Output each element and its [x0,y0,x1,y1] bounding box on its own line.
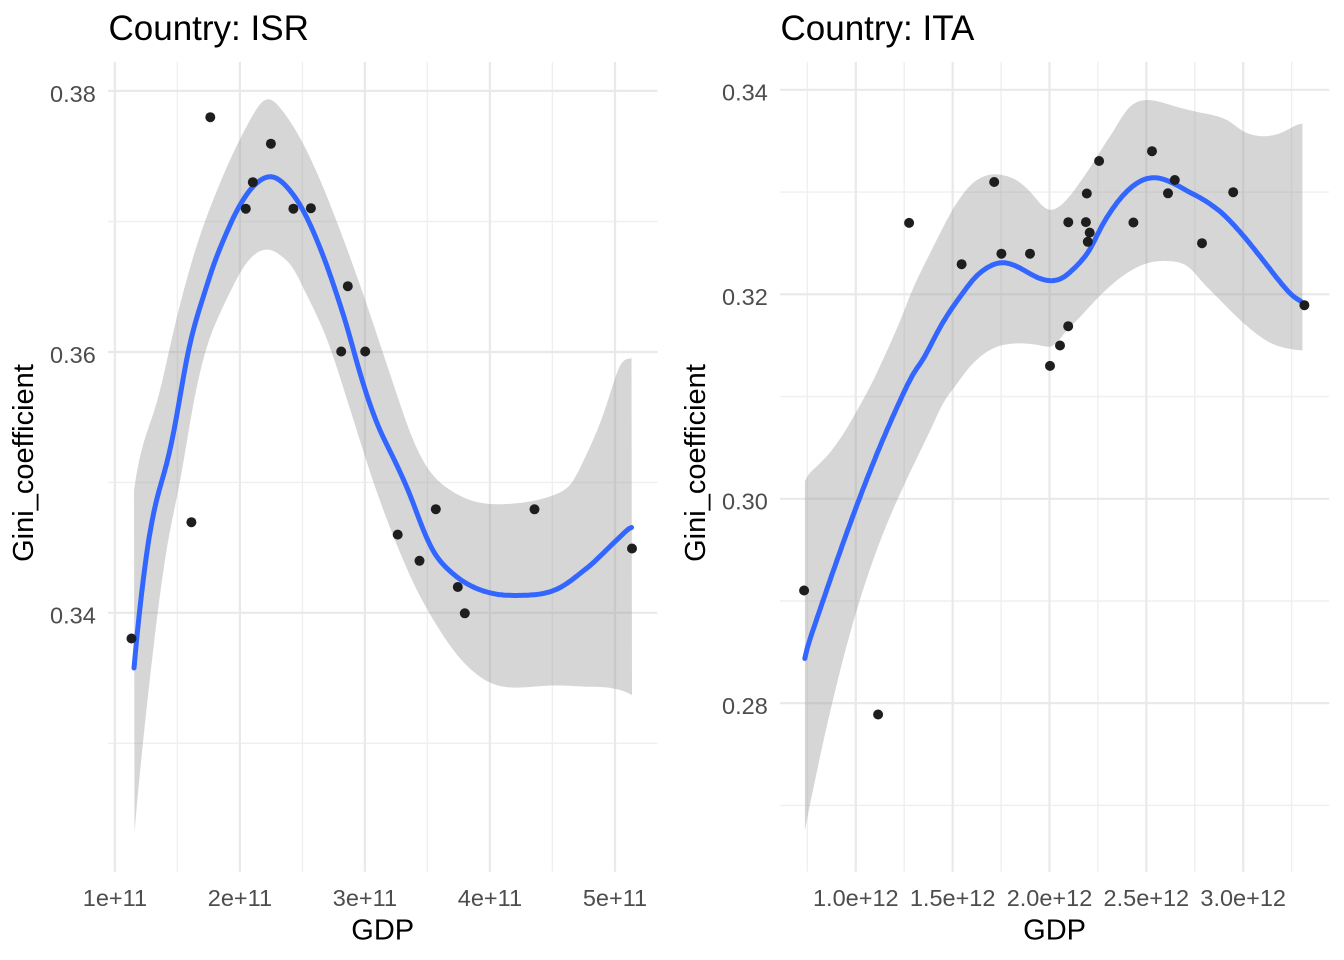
svg-text:Country: ISR: Country: ISR [109,9,309,48]
svg-text:0.34: 0.34 [50,603,96,629]
svg-text:GDP: GDP [1023,915,1086,947]
svg-text:0.28: 0.28 [722,693,768,719]
svg-text:2.0e+12: 2.0e+12 [1007,885,1093,911]
svg-text:GDP: GDP [351,915,414,947]
svg-text:2.5e+12: 2.5e+12 [1104,885,1190,911]
svg-text:1.0e+12: 1.0e+12 [813,885,899,911]
svg-text:1.5e+12: 1.5e+12 [910,885,996,911]
svg-text:0.32: 0.32 [722,284,768,310]
svg-text:3e+11: 3e+11 [333,885,397,911]
svg-text:0.38: 0.38 [50,81,96,107]
svg-text:0.34: 0.34 [722,80,768,106]
svg-text:Country: ITA: Country: ITA [781,9,976,48]
svg-text:3.0e+12: 3.0e+12 [1200,885,1286,911]
svg-text:0.30: 0.30 [722,489,768,515]
svg-text:0.36: 0.36 [50,342,96,368]
svg-text:Gini_coefficient: Gini_coefficient [680,364,712,562]
svg-text:1e+11: 1e+11 [83,885,147,911]
svg-text:Gini_coefficient: Gini_coefficient [8,364,40,562]
svg-text:4e+11: 4e+11 [458,885,522,911]
svg-text:5e+11: 5e+11 [583,885,647,911]
svg-text:2e+11: 2e+11 [208,885,272,911]
